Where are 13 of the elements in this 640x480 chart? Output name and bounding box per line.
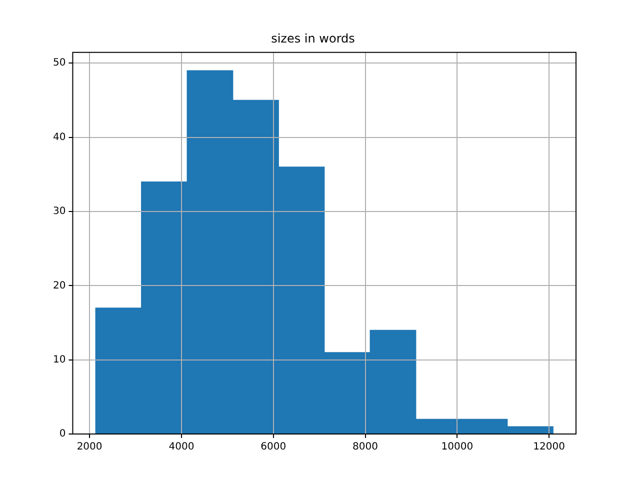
y-tick-label: 10 <box>52 354 66 366</box>
y-tick-label: 40 <box>52 132 66 143</box>
y-tick-label: 20 <box>52 280 66 292</box>
x-tick-label: 10000 <box>441 442 474 453</box>
x-tick-label: 2000 <box>76 442 102 453</box>
y-tick-label: 50 <box>52 58 66 69</box>
x-tick-label: 8000 <box>352 442 378 453</box>
y-tick-label: 0 <box>59 428 66 440</box>
x-tick-label: 4000 <box>168 442 194 453</box>
x-tick-label: 12000 <box>533 442 565 453</box>
chart-title: sizes in words <box>271 31 355 46</box>
y-tick-label: 30 <box>52 206 66 218</box>
x-tick-label: 6000 <box>260 442 286 453</box>
